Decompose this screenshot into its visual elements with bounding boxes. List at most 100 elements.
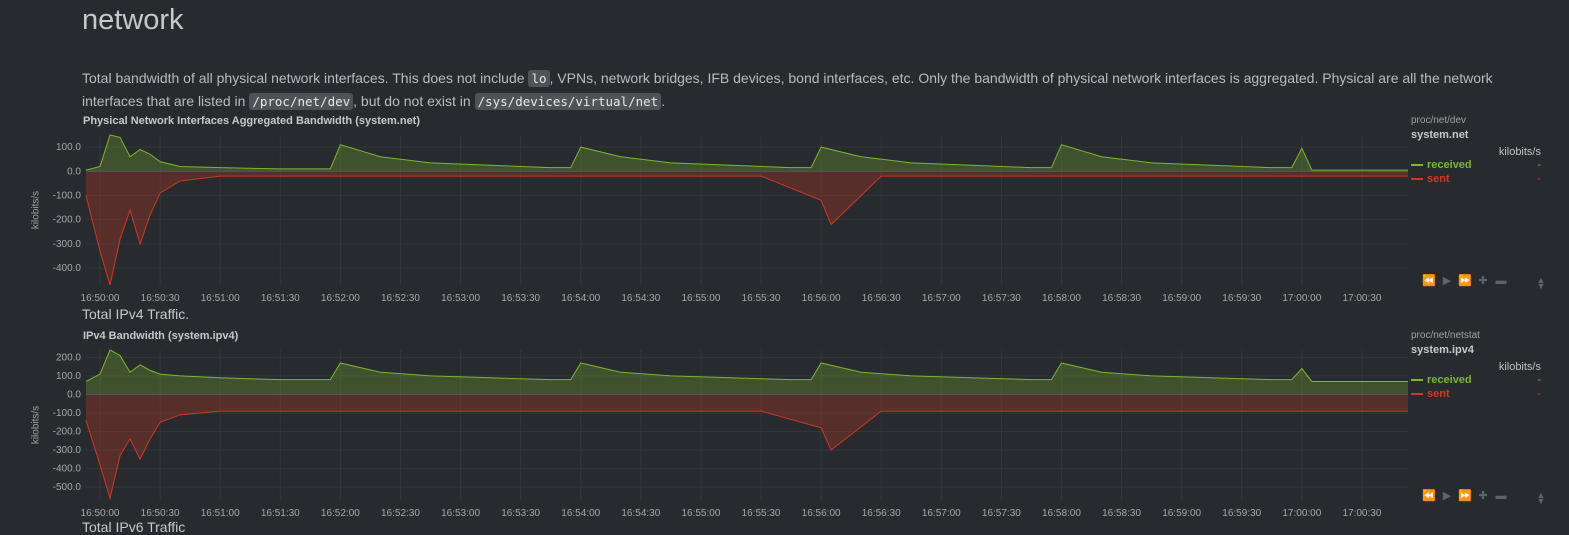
x-tick-label: 16:55:00 [681,293,720,304]
x-tick-label: 16:57:00 [922,293,961,304]
backward-icon[interactable]: ⏪ [1422,490,1436,502]
chart-system-ipv4[interactable]: IPv4 Bandwidth (system.ipv4) kilobits/s … [0,330,1569,525]
x-tick-label: 16:50:00 [81,293,120,304]
x-tick-label: 16:59:00 [1162,508,1201,519]
legend-label: received [1427,159,1472,171]
legend-value: - [1537,173,1541,185]
legend-item-sent[interactable]: sent - [1411,387,1541,401]
zoom-in-icon[interactable]: ✚ [1478,490,1488,502]
description-text-1: Total bandwidth of all physical network … [82,70,529,86]
x-tick-label: 16:52:00 [321,293,360,304]
code-lo: lo [528,70,550,87]
x-tick-label: 16:56:00 [802,293,841,304]
section-description: Total bandwidth of all physical network … [82,67,1522,113]
x-tick-label: 16:59:30 [1222,293,1261,304]
resize-handle-icon[interactable]: ▲ ▼ [1536,490,1546,506]
play-icon[interactable]: ▶ [1442,275,1452,287]
chart-plot[interactable]: 100.0 0.0 -100.0 -200.0 -300.0 -400.0 16:50:00… [0,129,1410,304]
legend-item-received[interactable]: received - [1411,158,1541,172]
y-tick-label: 0.0 [67,389,81,400]
x-tick-label: 16:56:00 [802,508,841,519]
description-text-2: , VPNs, network bridges, IFB devices, bo… [82,70,1493,109]
y-tick-label: -100.0 [53,190,82,201]
x-tick-label: 16:50:00 [81,508,120,519]
x-tick-label: 16:55:30 [742,508,781,519]
y-tick-label: -400.0 [53,263,82,274]
forward-icon[interactable]: ⏩ [1458,490,1472,502]
series-line-sent [85,410,1408,501]
x-tick-label: 16:52:00 [321,508,360,519]
legend-value: - [1537,374,1541,386]
chart-source: proc/net/netstat [1411,330,1480,341]
x-tick-label: 16:51:30 [261,293,300,304]
play-icon[interactable]: ▶ [1442,490,1452,502]
x-tick-label: 16:59:30 [1222,508,1261,519]
y-tick-label: 200.0 [56,352,81,363]
backward-icon[interactable]: ⏪ [1422,275,1436,287]
series-area-received [86,135,1408,172]
x-tick-label: 16:54:30 [621,508,660,519]
y-tick-label: 100.0 [56,142,81,153]
x-tick-label: 16:56:30 [862,508,901,519]
legend-item-sent[interactable]: sent - [1411,172,1541,186]
x-tick-label: 16:54:30 [621,293,660,304]
y-tick-label: -300.0 [53,445,82,456]
code-sys-devices-virtual-net: /sys/devices/virtual/net [474,93,662,110]
x-tick-label: 16:58:30 [1102,293,1141,304]
chart-system-net[interactable]: Physical Network Interfaces Aggregated B… [0,115,1569,310]
x-tick-label: 17:00:00 [1282,508,1321,519]
forward-icon[interactable]: ⏩ [1458,275,1472,287]
x-tick-label: 16:53:30 [501,508,540,519]
x-tick-label: 16:52:30 [381,508,420,519]
legend-label: sent [1427,173,1450,185]
code-proc-net-dev: /proc/net/dev [249,93,354,110]
chart-legend: proc/net/dev system.net kilobits/s recei… [1411,115,1541,186]
y-tick-label: -200.0 [53,426,82,437]
x-tick-label: 16:54:00 [561,293,600,304]
x-tick-label: 17:00:30 [1342,508,1381,519]
legend-swatch [1411,164,1423,166]
legend-swatch [1411,379,1423,381]
series-line-received [85,134,1408,171]
legend-label: received [1427,374,1472,386]
next-section-title: Total IPv6 Traffic [82,519,186,535]
chart-context: system.ipv4 [1411,344,1474,356]
description-text-4: . [661,93,666,109]
x-tick-label: 16:50:30 [141,508,180,519]
legend-item-received[interactable]: received - [1411,373,1541,387]
x-tick-label: 16:53:00 [441,508,480,519]
x-tick-label: 16:58:00 [1042,508,1081,519]
x-tick-label: 16:57:30 [982,293,1021,304]
chart-plot[interactable]: 200.0 100.0 0.0 -100.0 -200.0 -300.0 -400.0 -50… [0,344,1410,519]
legend-swatch [1411,178,1423,180]
y-tick-label: -400.0 [53,464,82,475]
legend-value: - [1537,159,1541,171]
legend-label: sent [1427,388,1450,400]
x-tick-label: 16:53:30 [501,293,540,304]
chart-toolbar: ⏪ ▶ ⏩ ✚ ▬ [1422,489,1508,503]
description-text-3: , but do not exist in [353,93,475,109]
x-tick-label: 16:52:30 [381,293,420,304]
zoom-out-icon[interactable]: ▬ [1495,489,1507,502]
chart-source: proc/net/dev [1411,115,1467,126]
chart-units: kilobits/s [1498,361,1541,373]
chart-units: kilobits/s [1498,146,1541,158]
x-tick-label: 16:57:00 [922,508,961,519]
zoom-in-icon[interactable]: ✚ [1478,275,1488,287]
x-tick-label: 16:55:30 [742,293,781,304]
x-tick-label: 16:50:30 [141,293,180,304]
chart-title: IPv4 Bandwidth (system.ipv4) [83,330,239,342]
resize-handle-icon[interactable]: ▲ ▼ [1536,275,1546,291]
y-tick-label: 0.0 [67,166,81,177]
zoom-out-icon[interactable]: ▬ [1495,274,1507,287]
x-tick-label: 16:55:00 [681,508,720,519]
chart-title: Physical Network Interfaces Aggregated B… [83,115,421,127]
x-tick-label: 16:56:30 [862,293,901,304]
chart-toolbar: ⏪ ▶ ⏩ ✚ ▬ [1422,274,1508,288]
chart-description: Total IPv4 Traffic. [82,306,190,322]
x-tick-label: 16:57:30 [982,508,1021,519]
x-tick-label: 16:51:30 [261,508,300,519]
chart-legend: proc/net/netstat system.ipv4 kilobits/s … [1411,330,1541,401]
y-tick-label: -300.0 [53,239,82,250]
series-area-sent [86,394,1408,499]
